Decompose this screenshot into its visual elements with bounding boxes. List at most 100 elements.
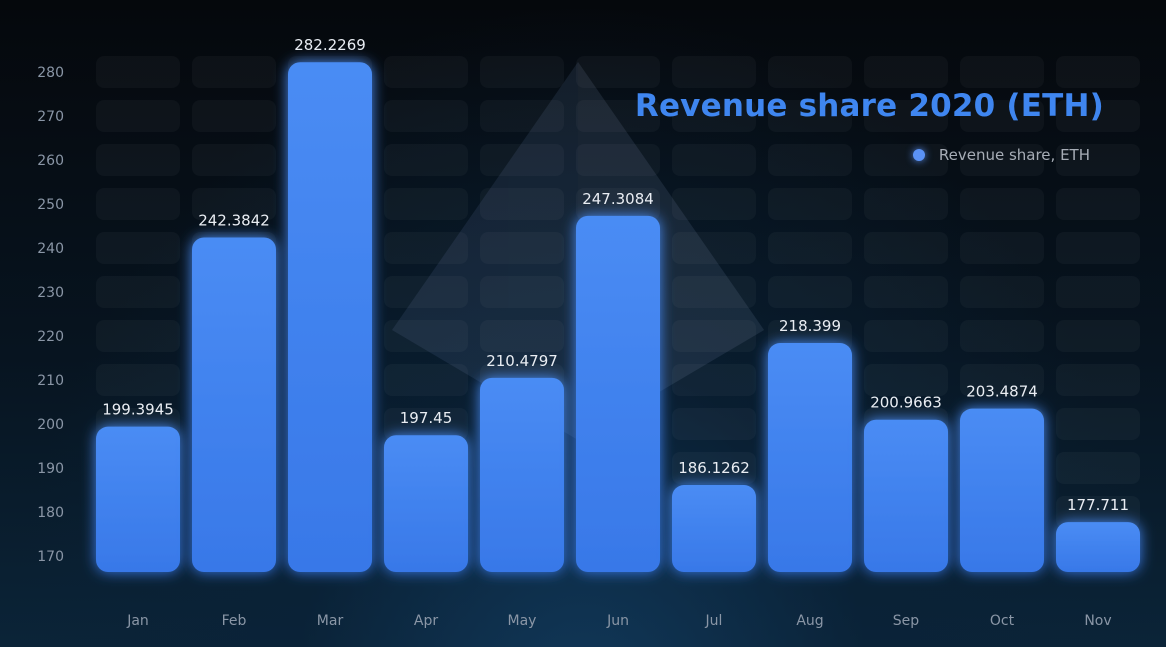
background-cell xyxy=(96,188,180,220)
background-cell xyxy=(672,276,756,308)
background-cell xyxy=(864,56,948,88)
background-cell xyxy=(1056,188,1140,220)
background-cell xyxy=(960,56,1044,88)
x-tick-label: Feb xyxy=(222,613,247,629)
y-tick-label: 170 xyxy=(37,549,64,565)
bar-oct xyxy=(960,408,1044,572)
bar-apr xyxy=(384,435,468,572)
chart-title: Revenue share 2020 (ETH) xyxy=(634,88,1104,124)
background-cell xyxy=(192,56,276,88)
background-cell xyxy=(960,276,1044,308)
x-tick-label: Mar xyxy=(317,613,344,629)
background-cell xyxy=(960,188,1044,220)
background-cell xyxy=(768,56,852,88)
x-tick-label: Aug xyxy=(796,613,823,629)
data-label: 282.2269 xyxy=(294,36,366,54)
background-cell xyxy=(480,144,564,176)
y-tick-label: 230 xyxy=(37,285,64,301)
background-cell xyxy=(480,232,564,264)
y-axis: 170 180 190 200 210 220 230 240 250 260 270 280 xyxy=(37,65,64,565)
background-cell xyxy=(384,56,468,88)
background-cell xyxy=(864,276,948,308)
background-cell xyxy=(672,320,756,352)
bar-jan xyxy=(96,426,180,572)
data-label: 242.3842 xyxy=(198,212,270,230)
background-cell xyxy=(960,232,1044,264)
background-cell xyxy=(1056,320,1140,352)
legend-label: Revenue share, ETH xyxy=(938,146,1090,164)
background-cell xyxy=(96,364,180,396)
y-tick-label: 180 xyxy=(37,505,64,521)
legend-marker xyxy=(912,149,925,161)
x-tick-label: Oct xyxy=(990,613,1015,629)
background-cell xyxy=(1056,452,1140,484)
background-cell xyxy=(1056,232,1140,264)
background-cell xyxy=(864,232,948,264)
background-cell xyxy=(384,100,468,132)
data-label: 200.9663 xyxy=(870,394,942,412)
x-tick-label: Sep xyxy=(893,613,920,629)
background-cell xyxy=(192,100,276,132)
bar-feb xyxy=(192,237,276,572)
legend: Revenue share, ETH xyxy=(912,146,1090,164)
background-cell xyxy=(768,276,852,308)
background-cell xyxy=(384,320,468,352)
background-cell xyxy=(864,320,948,352)
background-cell xyxy=(96,100,180,132)
background-cell xyxy=(672,408,756,440)
data-labels: 199.3945 242.3842 282.2269 197.45 210.4797 24… xyxy=(102,36,1129,514)
background-cell xyxy=(384,364,468,396)
background-cell xyxy=(864,188,948,220)
bars xyxy=(96,62,1140,573)
background-cell xyxy=(864,364,948,396)
data-label: 247.3084 xyxy=(582,190,654,208)
background-cell xyxy=(672,56,756,88)
bar-aug xyxy=(768,343,852,572)
background-cell xyxy=(768,144,852,176)
x-tick-label: Apr xyxy=(414,613,438,629)
background-cell xyxy=(480,320,564,352)
background-cell xyxy=(384,276,468,308)
background-cell xyxy=(96,276,180,308)
background-cell xyxy=(96,144,180,176)
background-cell xyxy=(768,232,852,264)
background-cell xyxy=(1056,56,1140,88)
data-label: 199.3945 xyxy=(102,401,174,419)
background-cell xyxy=(672,188,756,220)
y-tick-label: 220 xyxy=(37,329,64,345)
y-tick-label: 190 xyxy=(37,461,64,477)
x-axis: Jan Feb Mar Apr May Jun Jul Aug Sep Oct Nov xyxy=(126,613,1111,629)
background-cell xyxy=(1056,408,1140,440)
background-cell xyxy=(384,188,468,220)
y-tick-label: 200 xyxy=(37,417,64,433)
bar-mar xyxy=(288,62,372,573)
x-tick-label: Jul xyxy=(705,613,723,629)
background-cell xyxy=(576,144,660,176)
background-cell xyxy=(768,188,852,220)
background-cell xyxy=(96,320,180,352)
x-tick-label: May xyxy=(508,613,537,629)
background-cell xyxy=(384,232,468,264)
background-cell xyxy=(672,364,756,396)
background-cell xyxy=(480,100,564,132)
background-cell xyxy=(96,232,180,264)
data-label: 177.711 xyxy=(1067,496,1129,514)
y-tick-label: 240 xyxy=(37,241,64,257)
data-label: 186.1262 xyxy=(678,459,750,477)
y-tick-label: 270 xyxy=(37,109,64,125)
background-cell xyxy=(480,56,564,88)
background-cell xyxy=(576,56,660,88)
background-cell xyxy=(1056,276,1140,308)
bar-jul xyxy=(672,485,756,572)
y-tick-label: 250 xyxy=(37,197,64,213)
x-tick-label: Jan xyxy=(126,613,149,629)
background-cell xyxy=(96,56,180,88)
background-cell xyxy=(1056,364,1140,396)
y-tick-label: 280 xyxy=(37,65,64,81)
background-cell xyxy=(480,188,564,220)
background-cell xyxy=(960,320,1044,352)
background-cell xyxy=(192,144,276,176)
y-tick-label: 260 xyxy=(37,153,64,169)
bar-jun xyxy=(576,215,660,573)
